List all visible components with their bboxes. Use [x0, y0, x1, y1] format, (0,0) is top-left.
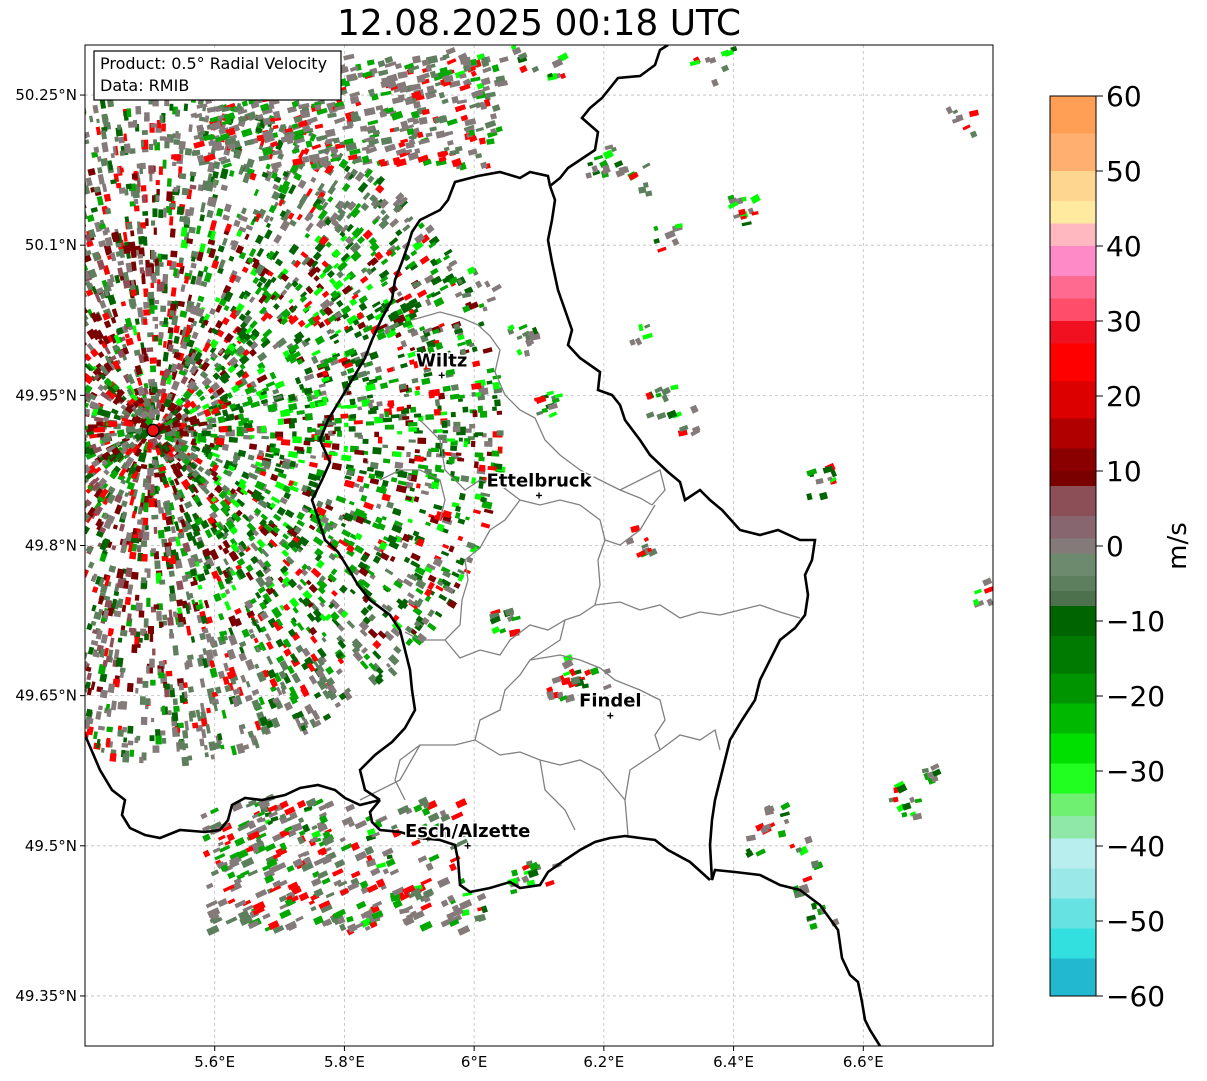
colorbar-segment [1050, 636, 1096, 674]
colorbar-segment [1050, 321, 1096, 344]
lon-tick-label: 5.8°E [324, 1053, 365, 1071]
map-title: 12.08.2025 00:18 UTC [336, 3, 742, 44]
canton-boundary [394, 619, 566, 801]
colorbar-segment [1050, 538, 1096, 554]
lat-tick-label: 50.1°N [25, 236, 77, 254]
colorbar-segment [1050, 793, 1096, 817]
colorbar-tick-label: −10 [1106, 605, 1165, 638]
colorbar-segment [1050, 471, 1096, 487]
colorbar-segment [1050, 448, 1096, 472]
lat-tick-label: 50.25°N [15, 86, 77, 104]
colorbar-segment [1050, 763, 1096, 794]
colorbar-segment [1050, 246, 1096, 277]
border-belgium-germany [546, 185, 882, 1046]
colorbar-tick-label: 10 [1106, 455, 1142, 488]
colorbar-segment [1050, 298, 1096, 322]
colorbar-tick-label: 20 [1106, 380, 1142, 413]
canton-boundary [659, 728, 721, 751]
colorbar-gradient [1050, 96, 1096, 997]
colorbar-tick-label: 60 [1106, 80, 1142, 113]
colorbar-segment [1050, 838, 1096, 869]
colorbar-segment [1050, 223, 1096, 247]
canton-boundary [579, 504, 656, 546]
canton-boundary [404, 499, 521, 641]
colorbar-segment [1050, 928, 1096, 959]
border-belgium-france [85, 734, 381, 840]
colorbar-segment [1050, 418, 1096, 449]
canton-boundary [359, 744, 421, 801]
canton-boundary [619, 469, 666, 506]
canton-boundary [411, 311, 653, 506]
colorbar-segment [1050, 733, 1096, 764]
colorbar-segment [1050, 958, 1096, 997]
city-label: Esch/Alzette [405, 821, 530, 842]
info-product: Product: 0.5° Radial Velocity [100, 54, 327, 73]
lat-tick-label: 49.95°N [15, 386, 77, 404]
colorbar-segment [1050, 201, 1096, 224]
colorbar-segment [1050, 673, 1096, 704]
colorbar-segment [1050, 486, 1096, 517]
border-luxembourg-france [368, 799, 711, 894]
colorbar-tick-label: −30 [1106, 755, 1165, 788]
colorbar-label: m/s [1163, 522, 1193, 570]
colorbar-tick-label: −40 [1106, 830, 1165, 863]
colorbar-tick-label: −50 [1106, 905, 1165, 938]
colorbar-ticks: 60 50 40 30 20 10 0 −10 −20 −30 −40 −50 −60 [1096, 80, 1165, 1013]
lat-tick-label: 49.5°N [25, 837, 77, 855]
colorbar-segment [1050, 576, 1096, 592]
radar-site-dot [146, 423, 160, 438]
colorbar-segment [1050, 276, 1096, 299]
city-label: Wiltz [416, 350, 467, 371]
lon-tick-label: 5.6°E [194, 1053, 235, 1071]
info-box: Product: 0.5° Radial Velocity Data: RMIB [93, 50, 342, 101]
colorbar-segment [1050, 553, 1096, 577]
info-data-source: Data: RMIB [100, 76, 189, 95]
canton-boundary [444, 539, 606, 659]
lon-tick-label: 6°E [461, 1053, 488, 1071]
colorbar-segment [1050, 343, 1096, 382]
city-markers: Wiltz Ettelbruck Findel Esch/Alzette [404, 349, 643, 849]
canton-boundary [594, 601, 801, 619]
colorbar-tick-label: 40 [1106, 230, 1142, 263]
lon-tick-label: 6.2°E [583, 1053, 624, 1071]
colorbar-tick-label: 0 [1106, 530, 1124, 563]
colorbar-segment [1050, 703, 1096, 734]
canton-boundary [529, 654, 666, 836]
city-label: Findel [579, 691, 642, 712]
canton-boundary [379, 469, 446, 521]
lat-tick-label: 49.65°N [15, 687, 77, 705]
colorbar-tick-label: −60 [1106, 980, 1165, 1013]
canton-boundary [474, 739, 626, 801]
border-belgium-luxembourg [310, 170, 552, 802]
colorbar-segment [1050, 133, 1096, 172]
lon-tick-label: 6.6°E [843, 1053, 884, 1071]
lat-tick-label: 49.8°N [25, 537, 77, 555]
colorbar-segment [1050, 816, 1096, 839]
colorbar-tick-label: −20 [1106, 680, 1165, 713]
colorbar-tick-label: 30 [1106, 305, 1142, 338]
canton-boundary [539, 759, 576, 831]
colorbar-segment [1050, 171, 1096, 202]
velocity-echoes [85, 45, 993, 936]
radar-site-marker [146, 423, 160, 438]
colorbar-segment [1050, 591, 1096, 607]
lon-tick-label: 6.4°E [713, 1053, 754, 1071]
colorbar-segment [1050, 606, 1096, 637]
map-axes: 5.6°E 5.8°E 6°E 6.2°E 6.4°E 6.6°E 50.25°N 50.1°… [15, 86, 883, 1071]
colorbar-segment [1050, 96, 1096, 134]
colorbar-segment [1050, 898, 1096, 929]
border-luxembourg-germany [549, 45, 669, 188]
colorbar-segment [1050, 381, 1096, 419]
lat-tick-label: 49.35°N [15, 987, 77, 1005]
city-label: Ettelbruck [486, 470, 592, 491]
country-borders [85, 45, 882, 1046]
colorbar-segment [1050, 868, 1096, 899]
colorbar-segment [1050, 516, 1096, 539]
canton-boundary [419, 419, 581, 506]
colorbar-tick-label: 50 [1106, 155, 1142, 188]
